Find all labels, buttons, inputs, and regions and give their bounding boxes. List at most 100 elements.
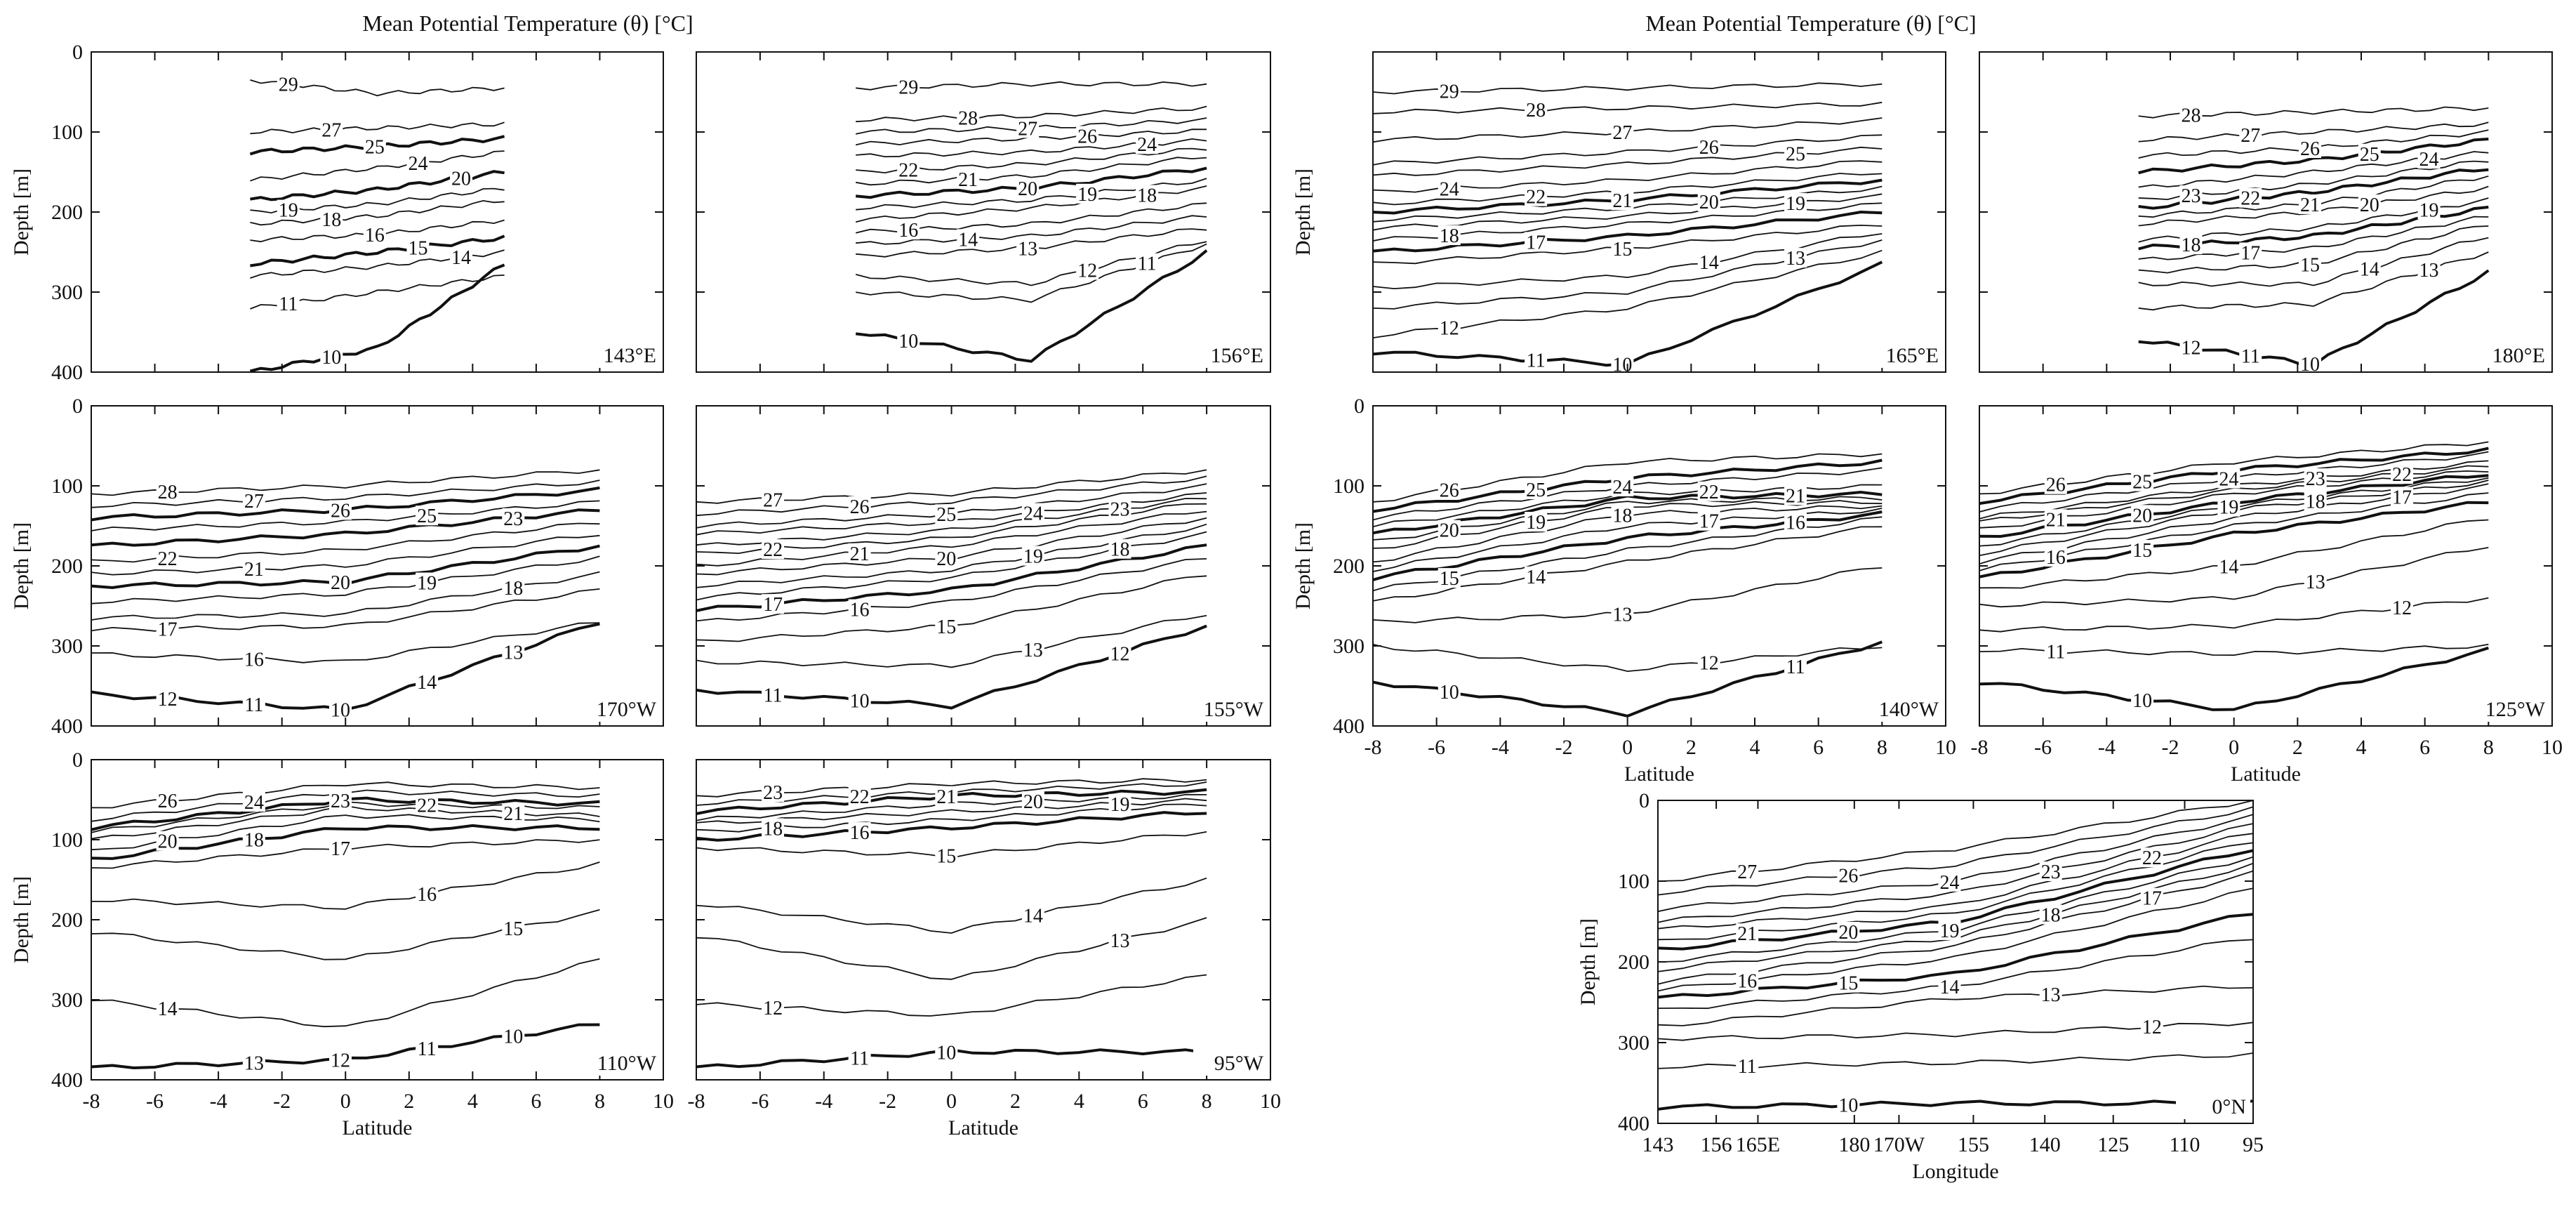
x-tick-label: 140 [2029,1133,2061,1156]
contour-label: 10 [850,690,870,712]
contour-label: 22 [763,539,783,561]
contour-line-26 [696,475,1207,517]
contour-label: 17 [1526,232,1546,253]
x-tick-label: 4 [2356,736,2367,759]
contour-line-11 [91,622,600,663]
y-axis-label: Depth [m] [1576,918,1600,1005]
contour-line-13 [1979,547,2489,608]
contour-label: 21 [2046,509,2066,531]
y-tick-label: 400 [1618,1112,1649,1135]
contour-label: 15 [408,237,427,259]
y-tick-label: 300 [1618,1031,1649,1055]
contour-label: 18 [503,578,523,600]
contour-label: 23 [503,508,523,530]
contour-label: 20 [1440,520,1459,542]
contour-label: 13 [1786,248,1805,270]
contour-label: 11 [764,685,783,707]
contour-label: 10 [331,700,350,722]
contour-label: 11 [1786,656,1805,678]
contour-label: 13 [1612,604,1632,626]
x-tick-label: 2 [1686,736,1697,759]
panel-label: 95°W [1214,1052,1264,1075]
contour-label: 28 [2181,105,2200,126]
x-tick-label: 0 [340,1090,351,1113]
contour-label: 28 [958,107,978,129]
contour-label: 13 [1110,930,1130,952]
contour-label: 14 [1023,905,1043,927]
x-tick-label: -8 [1971,736,1989,759]
contour-label: 16 [850,822,870,844]
panel-1: 29 28 27 26 24 22 21 20 19 18 16 14 13 12 11 10 156°E [696,51,1271,373]
contour-line-26 [1658,806,2253,896]
contour-label: 21 [2300,194,2320,216]
panel-9: 23 22 21 20 19 18 16 15 14 13 12 11 10 -8 -6 -4 -2 0 2 4 6 8 1… [688,759,1281,1139]
contour-label: 14 [958,229,978,251]
contour-label: 25 [2132,472,2152,494]
contour-label: 18 [321,209,341,231]
contour-label: 23 [331,791,350,812]
contour-label: 24 [1137,134,1157,156]
contour-label: 28 [158,482,178,503]
x-tick-label: 143 [1642,1133,1674,1156]
contour-label: 26 [2300,138,2320,160]
contour-label: 19 [417,572,437,594]
contour-label: 13 [2306,572,2325,593]
contour-label: 11 [850,1048,869,1069]
contour-line-14 [2138,216,2489,260]
panel-frame [91,51,664,373]
contour-label: 29 [898,77,918,99]
contour-label: 22 [898,160,918,182]
contour-label: 24 [2219,469,2238,491]
contour-line-12 [2138,237,2489,287]
contour-line-21 [91,500,600,531]
x-tick-label: 0 [1622,736,1633,759]
contour-label: 19 [1526,512,1546,534]
contour-line-13 [1658,985,2253,1026]
contour-label: 18 [1612,505,1632,527]
contour-label: 25 [365,137,385,159]
contour-label: 23 [2181,185,2200,207]
contour-line-11 [1373,643,1883,673]
y-tick-label: 0 [72,748,83,772]
contour-label: 21 [1737,923,1757,945]
contour-label: 26 [1838,865,1858,887]
contour-label: 27 [321,119,341,141]
contour-label: 16 [244,649,264,671]
contour-label: 12 [1077,260,1097,282]
contour-label: 25 [936,504,956,526]
contour-label: 11 [1738,1056,1757,1078]
contour-label: 17 [1699,511,1719,533]
y-tick-label: 200 [51,201,83,224]
x-axis-label: Latitude [948,1116,1018,1139]
panel-label: 165°E [1886,344,1939,367]
contour-label: 18 [2181,234,2200,256]
panel-label: 140°W [1879,698,1939,721]
contour-label: 25 [2360,144,2379,166]
contour-label: 13 [2419,260,2439,282]
contour-label: 25 [1786,144,1805,166]
y-tick-label: 100 [51,121,83,144]
contour-label: 15 [936,846,956,868]
contour-label: 16 [1737,970,1757,992]
contour-label: 11 [1138,253,1157,275]
x-tick-label: 8 [1202,1090,1212,1113]
contour-line-13 [91,861,600,910]
y-tick-label: 200 [51,909,83,932]
figure-title-right: Mean Potential Temperature (θ) [°C] [1645,11,1976,36]
contour-label: 21 [850,543,870,565]
x-tick-label: 4 [1074,1090,1084,1113]
contour-line-15 [250,234,505,267]
figure-title-left: Mean Potential Temperature (θ) [°C] [362,11,693,36]
x-tick-label: -6 [146,1090,164,1113]
contour-label: 26 [1699,137,1719,159]
x-tick-label: 8 [1877,736,1887,759]
contour-label: 18 [1137,185,1157,206]
contour-line-27 [91,480,600,508]
contour-label: 14 [1526,567,1546,588]
contour-label: 14 [1699,252,1719,274]
